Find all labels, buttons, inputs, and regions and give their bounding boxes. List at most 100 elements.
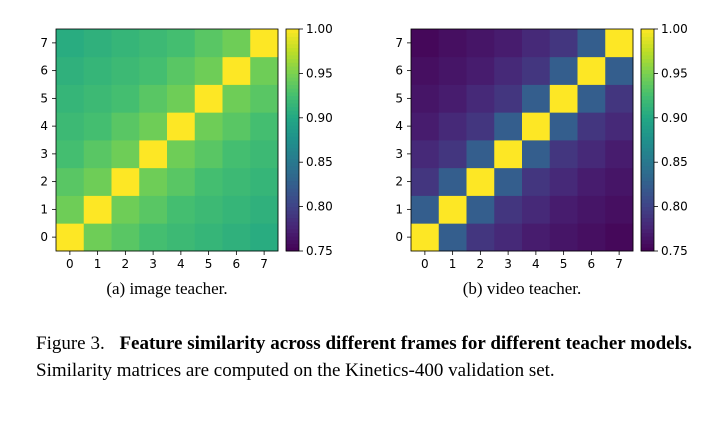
heatmap-cell-2-0	[411, 167, 440, 196]
heatmap-cell-2-4	[167, 167, 196, 196]
heatmap-cell-4-0	[56, 112, 85, 141]
heatmap-cell-3-5	[549, 140, 578, 169]
colorbar-segment	[641, 66, 654, 71]
colorbar-segment	[286, 162, 299, 167]
colorbar-segment	[641, 80, 654, 85]
x-tick-label: 3	[504, 257, 512, 271]
colorbar-frame	[640, 28, 655, 252]
colorbar-segment	[641, 36, 654, 41]
y-tick-label: 6	[40, 64, 48, 78]
heatmap-cell-5-3	[139, 84, 168, 113]
colorbar-segment	[641, 191, 654, 196]
colorbar-segment	[286, 180, 299, 185]
heatmap-cell-7-5	[549, 29, 578, 58]
colorbar-segment	[641, 77, 654, 82]
colorbar-segment	[286, 188, 299, 193]
colorbar-segment	[286, 43, 299, 48]
heatmap-cell-3-4	[522, 140, 551, 169]
heatmap-cell-6-0	[56, 56, 85, 85]
colorbar-segment	[286, 136, 299, 141]
x-tick-label: 2	[122, 257, 130, 271]
x-tick-label: 5	[205, 257, 213, 271]
colorbar-segment	[641, 165, 654, 171]
x-tick-label: 0	[66, 257, 74, 271]
colorbar-segment	[641, 180, 654, 185]
colorbar-segment	[286, 40, 299, 45]
colorbar-segment	[641, 88, 654, 93]
colorbar-segment	[641, 169, 654, 174]
colorbar-segment	[286, 191, 299, 196]
colorbar-segment	[641, 225, 654, 230]
heatmap-cell-7-3	[139, 29, 168, 58]
heatmap-cell-5-4	[167, 84, 196, 113]
heatmap-cell-3-1	[83, 140, 112, 169]
colorbar-segment	[641, 154, 654, 159]
subcaption: (b) video teacher.	[463, 279, 581, 298]
heatmap-cell-1-7	[605, 195, 634, 224]
heatmap-cell-3-6	[577, 140, 606, 169]
heatmap-cell-1-4	[167, 195, 196, 224]
heatmap-cell-2-5	[194, 167, 223, 196]
heatmap-cell-7-5	[194, 29, 223, 58]
heatmap-cell-7-2	[466, 29, 495, 58]
heatmap-cell-4-3	[494, 112, 523, 141]
colorbar-segment	[641, 136, 654, 141]
colorbar-segment	[641, 47, 654, 52]
y-tick-label: 2	[395, 175, 403, 189]
heatmap-cell-6-5	[549, 56, 578, 85]
colorbar-segment	[286, 62, 299, 67]
colorbar-tick-label: 0.90	[306, 111, 333, 125]
colorbar-segment	[286, 154, 299, 159]
colorbar-segment	[286, 147, 299, 152]
heatmap-cell-0-0	[56, 223, 85, 252]
heatmap-cell-4-4	[167, 112, 196, 141]
heatmap-cell-5-6	[577, 84, 606, 113]
colorbar-segment	[286, 143, 299, 148]
heatmap-cell-4-4	[522, 112, 551, 141]
colorbar-segment	[286, 99, 299, 104]
colorbar-segment	[641, 106, 654, 111]
colorbar-segment	[641, 110, 654, 115]
heatmap-cell-7-1	[83, 29, 112, 58]
heatmap-cell-1-0	[56, 195, 85, 224]
heatmap-cell-0-3	[139, 223, 168, 252]
colorbar-segment	[641, 84, 654, 89]
colorbar-tick-label: 0.85	[661, 155, 688, 169]
heatmap-cell-0-3	[494, 223, 523, 252]
colorbar-segment	[286, 32, 299, 37]
colorbar-segment	[286, 169, 299, 174]
colorbar-segment	[286, 195, 299, 200]
x-tick-label: 1	[449, 257, 457, 271]
colorbar-segment	[286, 51, 299, 56]
colorbar-segment	[641, 173, 654, 178]
heatmap-cell-3-7	[605, 140, 634, 169]
heatmap-cell-3-6	[222, 140, 251, 169]
subcaption: (a) image teacher.	[106, 279, 227, 298]
colorbar-segment	[641, 188, 654, 193]
heatmap-cell-6-7	[605, 56, 634, 85]
heatmap-cell-2-5	[549, 167, 578, 196]
colorbar-segment	[641, 58, 654, 63]
x-tick-label: 0	[421, 257, 429, 271]
heatmap-cell-5-7	[605, 84, 634, 113]
heatmap-frame	[55, 28, 279, 252]
y-tick-label: 1	[395, 202, 403, 216]
x-tick-label: 2	[477, 257, 485, 271]
colorbar-tick-label: 0.95	[661, 66, 688, 80]
heatmap-cell-2-0	[56, 167, 85, 196]
x-tick-label: 5	[560, 257, 568, 271]
heatmap-cell-0-4	[522, 223, 551, 252]
colorbar-segment	[286, 36, 299, 41]
heatmap-cell-5-2	[111, 84, 140, 113]
y-tick-label: 4	[395, 119, 403, 133]
colorbar-tick-label: 0.95	[306, 66, 333, 80]
heatmap-cell-6-1	[83, 56, 112, 85]
y-tick-label: 0	[40, 230, 48, 244]
colorbar-segment	[641, 177, 654, 182]
heatmap-cell-6-5	[194, 56, 223, 85]
heatmap-cell-1-2	[111, 195, 140, 224]
colorbar-segment	[641, 140, 654, 145]
colorbar-segment	[641, 202, 654, 208]
colorbar-segment	[286, 88, 299, 93]
heatmap-cell-3-2	[466, 140, 495, 169]
